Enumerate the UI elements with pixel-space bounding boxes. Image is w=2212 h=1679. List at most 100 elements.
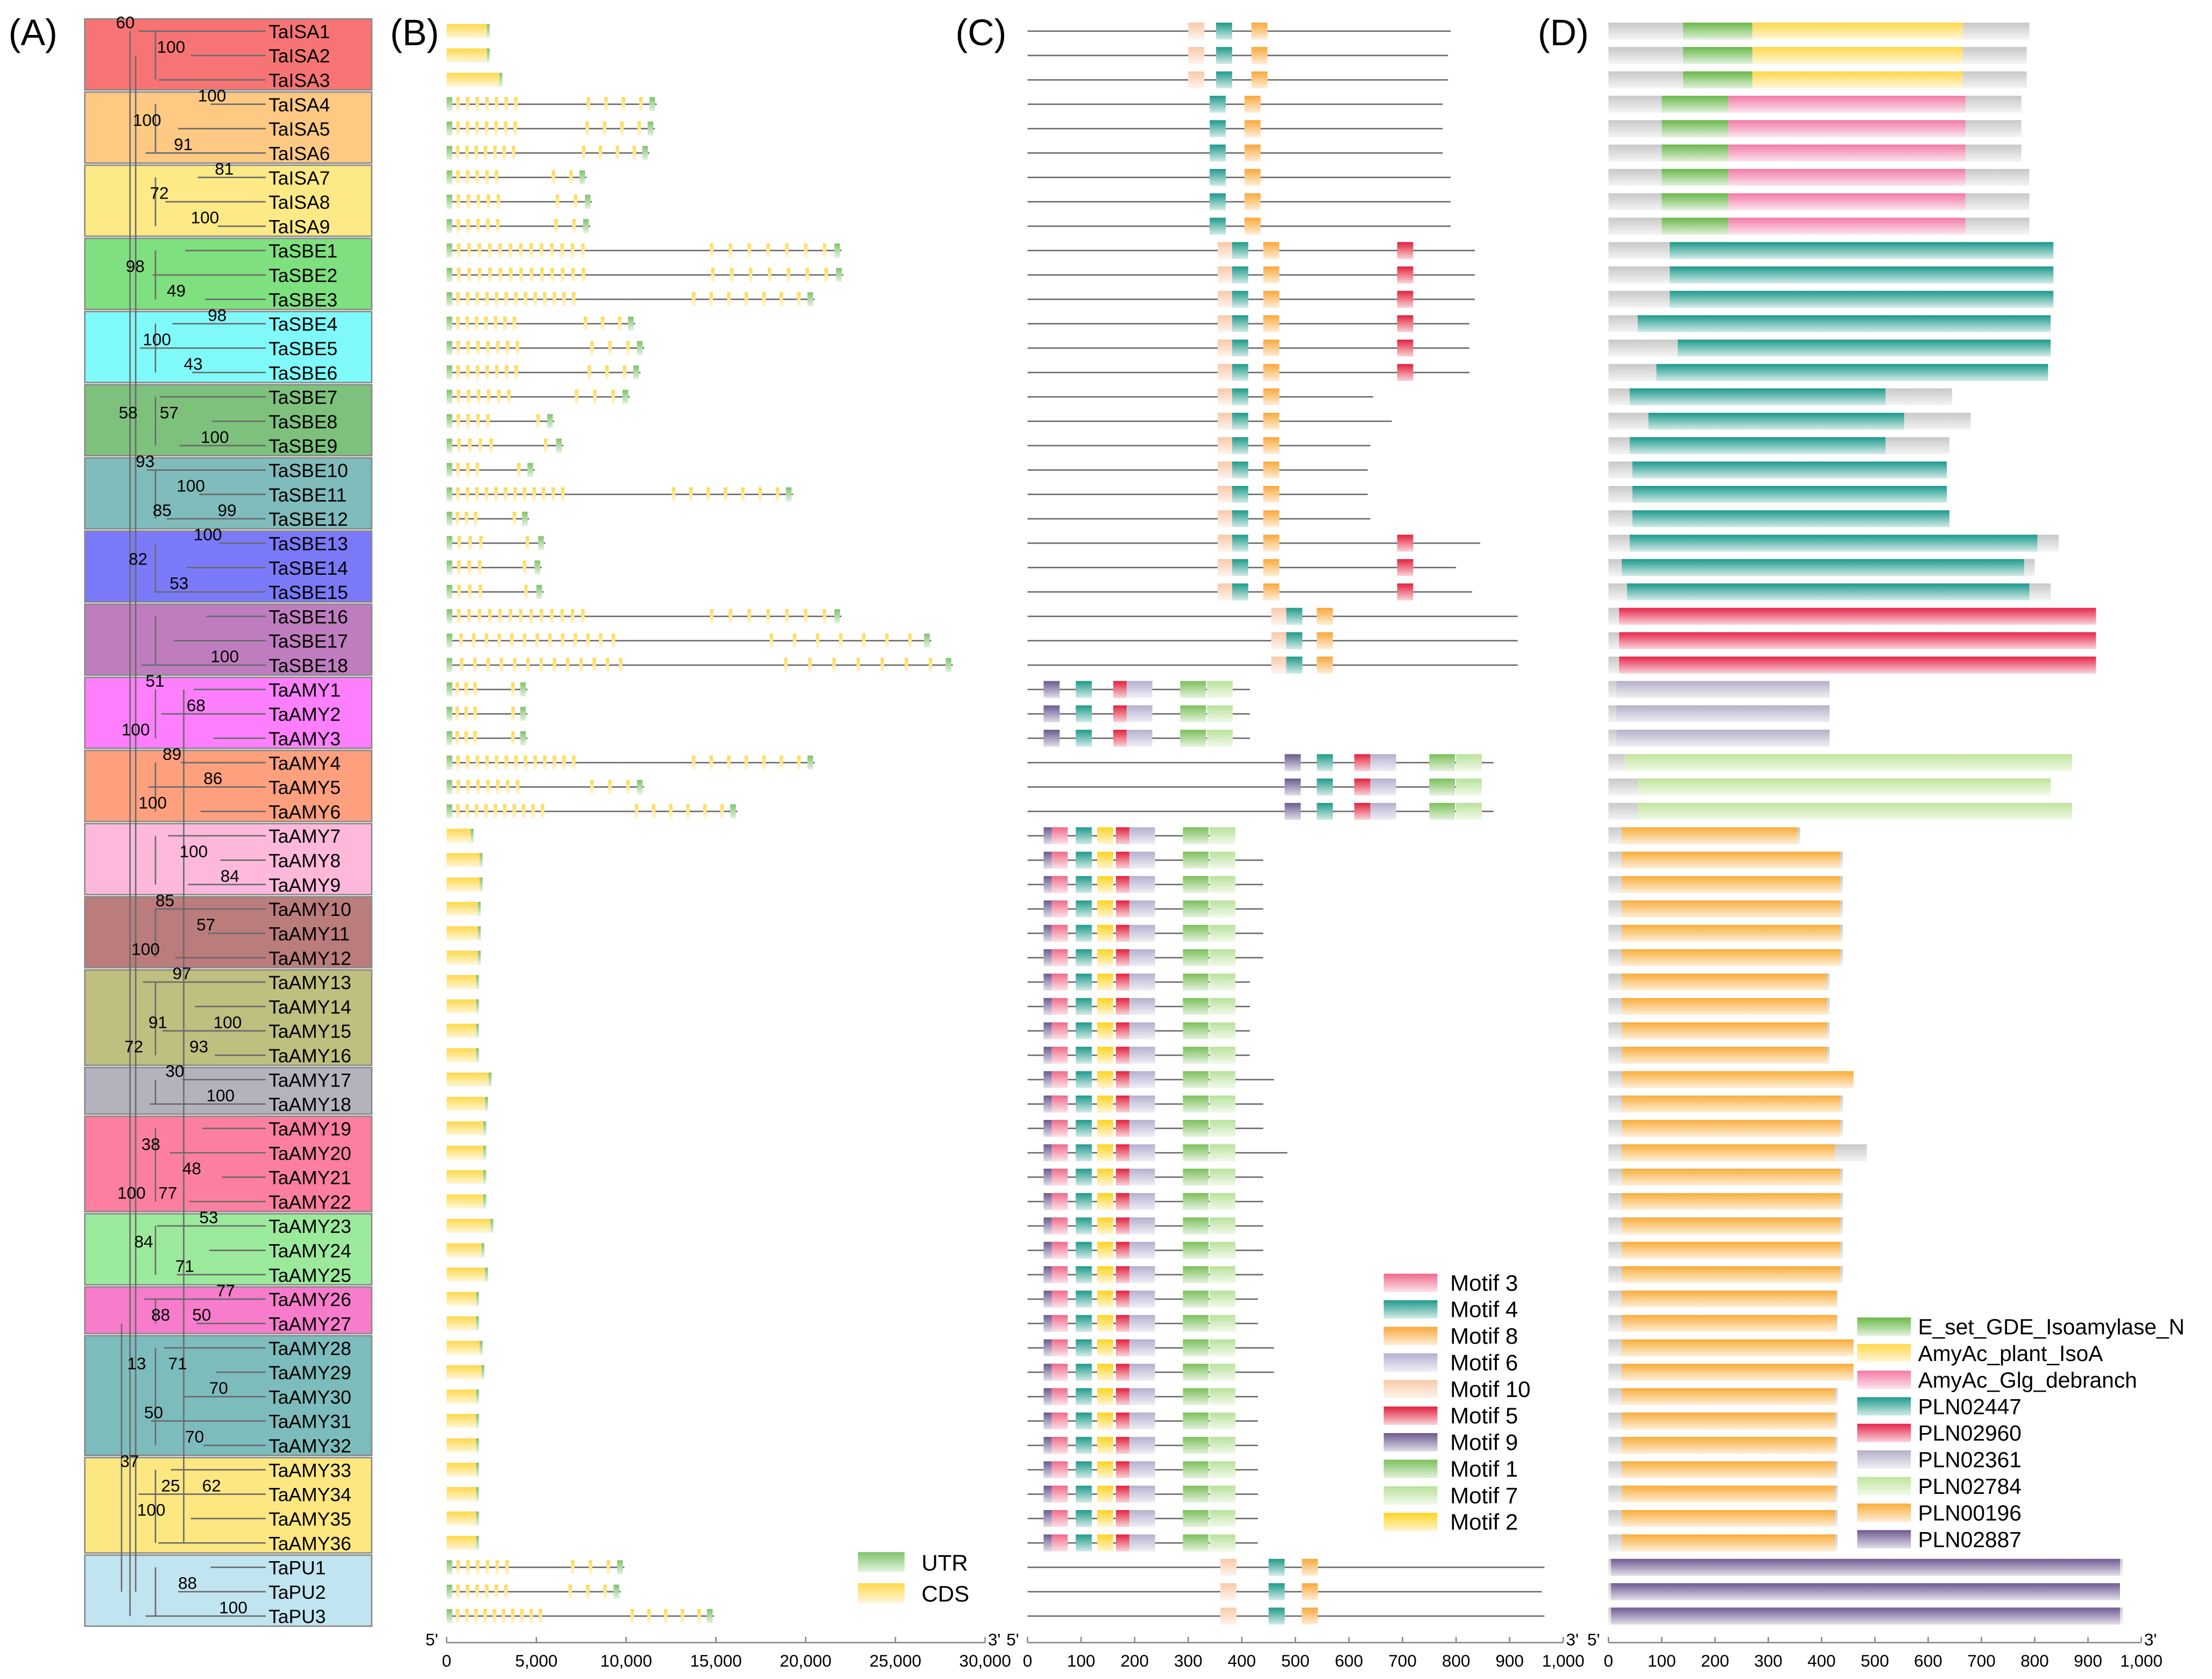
motif-box xyxy=(1210,1437,1235,1454)
protein-motifs xyxy=(1027,1217,1263,1234)
protein-motifs xyxy=(1027,754,1494,771)
legend-label: PLN02784 xyxy=(1918,1474,2022,1499)
bootstrap-value: 91 xyxy=(174,135,193,154)
cds-exon xyxy=(553,292,556,307)
motif-box xyxy=(1097,1266,1113,1283)
cds-exon xyxy=(611,390,615,404)
cds-exon xyxy=(485,121,489,136)
protein-domains xyxy=(1608,217,2030,235)
domain-box xyxy=(1624,754,2072,771)
protein-domains xyxy=(1608,583,2051,601)
domain-box xyxy=(1678,340,2051,357)
panel-label-b: (B) xyxy=(390,12,439,53)
cds-exon xyxy=(456,97,460,111)
gene-label: TaAMY15 xyxy=(268,1021,351,1042)
motif-box xyxy=(1232,437,1248,454)
motif-box xyxy=(1129,998,1155,1015)
cds-exon xyxy=(621,97,625,111)
motif-box xyxy=(1051,1461,1068,1478)
gene-model xyxy=(447,1316,479,1331)
cds-exon xyxy=(447,1341,482,1355)
protein-domains xyxy=(1608,1437,1838,1454)
cds-exon xyxy=(762,292,766,307)
gene-label: TaSBE9 xyxy=(268,435,337,457)
legend-swatch xyxy=(1383,1300,1438,1319)
x-axis-b: 0 5,000 10,000 15,000 20,000 25,000 30,000 5' 3' xyxy=(426,1630,1011,1670)
motif-box xyxy=(1115,900,1132,918)
motif-box xyxy=(1220,1558,1236,1576)
cds-exon xyxy=(570,243,575,258)
cds-exon xyxy=(904,658,908,673)
cds-exon xyxy=(566,658,570,673)
gene-label: TaISA1 xyxy=(268,21,330,43)
cds-exon xyxy=(498,243,502,258)
motif-box xyxy=(1076,900,1092,918)
motif-box xyxy=(1210,1412,1235,1430)
motif-box xyxy=(1097,973,1113,991)
motif-box xyxy=(1051,1339,1068,1357)
motif-box xyxy=(1218,437,1234,454)
cds-exon xyxy=(561,267,565,283)
gene-model xyxy=(447,1073,492,1087)
gene-model xyxy=(447,1487,479,1501)
bootstrap-value: 91 xyxy=(149,1012,167,1032)
motif-box xyxy=(1076,1095,1092,1113)
cds-exon xyxy=(496,194,500,209)
motif-box xyxy=(1076,1510,1092,1527)
cds-exon xyxy=(514,292,518,307)
cds-exon xyxy=(447,1414,478,1428)
gene-model xyxy=(447,121,655,136)
cds-exon xyxy=(456,292,460,307)
cds-exon xyxy=(832,658,836,673)
utr-exon xyxy=(447,511,453,526)
protein-domains xyxy=(1608,1168,1843,1186)
gene-model xyxy=(447,1511,479,1526)
cds-exon xyxy=(478,584,483,599)
cds-exon xyxy=(512,511,517,526)
protein-motifs xyxy=(1027,485,1368,503)
domain-box xyxy=(1622,1095,1841,1113)
legend-label: Motif 3 xyxy=(1450,1270,1518,1295)
motif-box xyxy=(1115,876,1132,893)
utr-exon xyxy=(476,999,479,1014)
protein-motifs xyxy=(1027,1534,1258,1551)
cds-exon xyxy=(533,292,537,307)
motif-box xyxy=(1129,1047,1155,1064)
cds-exon xyxy=(504,292,508,307)
motif-box xyxy=(1051,1388,1068,1406)
utr-exon xyxy=(945,658,951,673)
legend-label: Motif 7 xyxy=(1450,1483,1518,1508)
bootstrap-value: 89 xyxy=(162,744,181,764)
motif-box xyxy=(1397,291,1414,308)
cds-exon xyxy=(511,682,515,697)
cds-exon xyxy=(623,365,627,380)
domain-box xyxy=(1683,23,1752,40)
gene-model xyxy=(447,1463,479,1477)
cds-exon xyxy=(478,438,483,453)
cds-exon xyxy=(608,341,612,355)
motif-box xyxy=(1097,1022,1113,1040)
utr-exon xyxy=(485,1097,488,1111)
motif-box xyxy=(1210,1120,1235,1137)
protein-domains xyxy=(1608,925,1843,942)
gene-label: TaAMY22 xyxy=(268,1191,351,1213)
cds-exon xyxy=(805,267,809,283)
cds-exon xyxy=(447,1097,487,1111)
domain-box xyxy=(1622,1022,1827,1040)
motif-box xyxy=(1076,1412,1092,1430)
gene-model xyxy=(447,707,528,721)
cds-exon xyxy=(929,658,932,673)
tick-label: 1,000 xyxy=(2120,1651,2162,1670)
tick-label: 600 xyxy=(1335,1651,1363,1670)
cds-exon xyxy=(862,633,866,648)
domain-box xyxy=(1637,315,2051,333)
gene-label: TaAMY14 xyxy=(268,996,351,1018)
legend-swatch xyxy=(1383,1353,1438,1372)
cds-exon xyxy=(475,1584,479,1599)
utr-exon xyxy=(447,292,453,307)
cds-exon xyxy=(456,1584,460,1599)
motif-box xyxy=(1129,1241,1155,1259)
domain-box xyxy=(1611,1558,2120,1576)
